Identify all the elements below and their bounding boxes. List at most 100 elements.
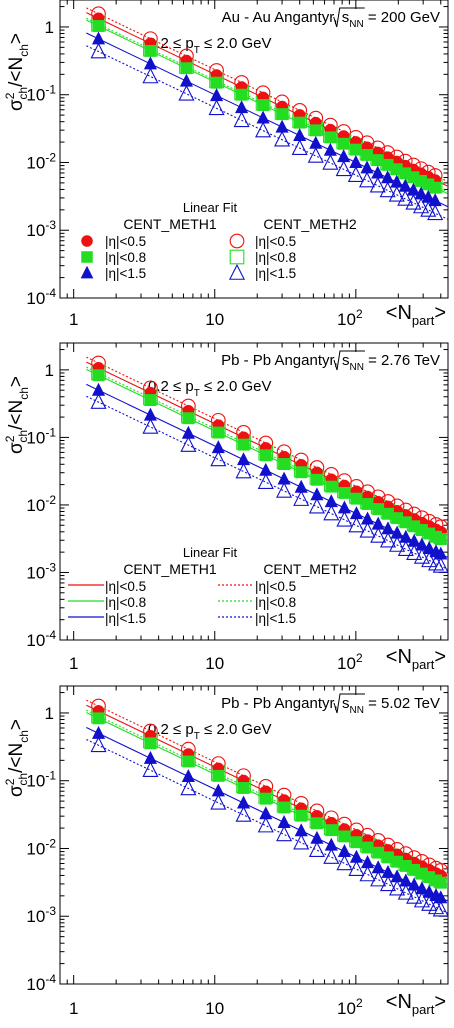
legend-label: |η|<0.8 [105,595,146,610]
data-point [337,149,351,163]
data-point [309,135,323,149]
x-tick-labels: 1 10 102 [69,996,363,1018]
data-point [211,783,225,797]
data-point [420,200,437,217]
data-point [414,186,428,200]
data-point [293,116,306,129]
data-point [257,473,274,489]
data-point [307,146,324,163]
data-point [390,869,404,883]
data-point [236,452,251,466]
data-point [350,836,363,849]
x-tick-label: 1 [69,310,78,329]
data-point [322,153,339,170]
data-point [235,462,252,479]
data-point [212,426,225,439]
data-point [235,88,248,101]
legend-heading: Linear Fit [183,545,238,560]
kinematic-cut: 0.2 ≤ pT ≤ 2.0 GeV [148,721,271,742]
data-point [259,792,272,805]
data-point [256,110,270,124]
data-point [237,438,250,451]
data-point [407,533,421,547]
chart-title: Pb - Pb Angantyr, sNN = 5.02 TeV [221,693,440,716]
y-tick-label: 10-2 [26,836,56,858]
data-point [390,525,404,539]
data-point [235,100,249,114]
data-point [389,879,406,896]
x-tick-labels: 1 10 102 [69,651,363,673]
chart-panel-2: 1 10-1 10-2 10-3 10-4 1 10 102 <Npart> σ2ch/<Nch>… [3,342,449,673]
data-point [427,898,445,915]
data-point [323,142,337,156]
sqrt-radical [333,7,365,28]
data-point [323,504,340,521]
data-point [421,895,438,911]
data-point [371,165,385,179]
data-point [381,521,395,535]
legend-marker [229,249,245,265]
data-point [397,189,414,206]
legend-col2: CENT_METH2 [263,216,357,232]
data-point [325,824,338,837]
plot-frame [59,685,449,985]
data-point [259,449,272,462]
data-point [350,492,363,505]
data-point [371,154,384,167]
legend-marker [80,265,94,279]
data-point [324,131,337,144]
data-point [434,890,448,904]
data-point [360,511,375,525]
y-tick-label: 10-4 [26,286,56,308]
data-point [325,480,338,493]
data-point [277,471,291,485]
data-point [143,56,157,70]
chart-panel-1: 1 10-1 10-2 10-3 10-4 1 10 102 <Npart> σ2ch/<Nch>… [3,0,449,329]
legend-label: |η|<0.5 [105,579,146,594]
data-point [182,412,195,425]
data-point [144,394,157,407]
data-point [399,529,413,543]
data-point [358,171,376,188]
data-point [337,500,351,514]
data-point [428,193,442,207]
data-point [91,725,106,739]
legend-col2: CENT_METH2 [263,561,357,577]
x-tick-label: 102 [337,651,363,673]
data-point [92,712,105,725]
data-point [275,119,289,133]
data-point [371,860,385,874]
data-point [143,750,157,764]
y-tick-label: 1 [45,361,54,380]
data-point [348,516,365,533]
y-tick-label: 10-4 [26,972,56,994]
data-point [212,769,225,782]
x-tick-label: 10 [205,310,224,329]
data-point [413,197,430,214]
x-tick-label: 1 [69,999,78,1018]
data-point [92,20,105,32]
y-tick-label: 10-2 [26,493,56,515]
data-point [434,546,448,560]
data-point [294,823,308,837]
data-point [295,466,308,479]
data-point [360,160,374,174]
legend-marker [228,263,246,280]
plot-frame [59,0,449,299]
data-point [255,121,272,138]
y-axis-label: σ2ch/<Nch> [3,33,31,111]
legend-label: |η|<0.8 [255,250,296,265]
x-axis-label: <Npart> [386,646,446,672]
data-point [182,755,195,768]
data-point [259,462,273,476]
data-point [361,149,373,161]
data-point [413,547,430,564]
data-point [276,825,293,842]
legend-col1: CENT_METH1 [123,561,217,577]
legend-marker [81,235,93,247]
legend-label: |η|<1.5 [105,266,146,281]
data-point [405,193,422,210]
data-point [259,806,273,820]
data-point [371,516,385,530]
data-point [276,108,289,121]
